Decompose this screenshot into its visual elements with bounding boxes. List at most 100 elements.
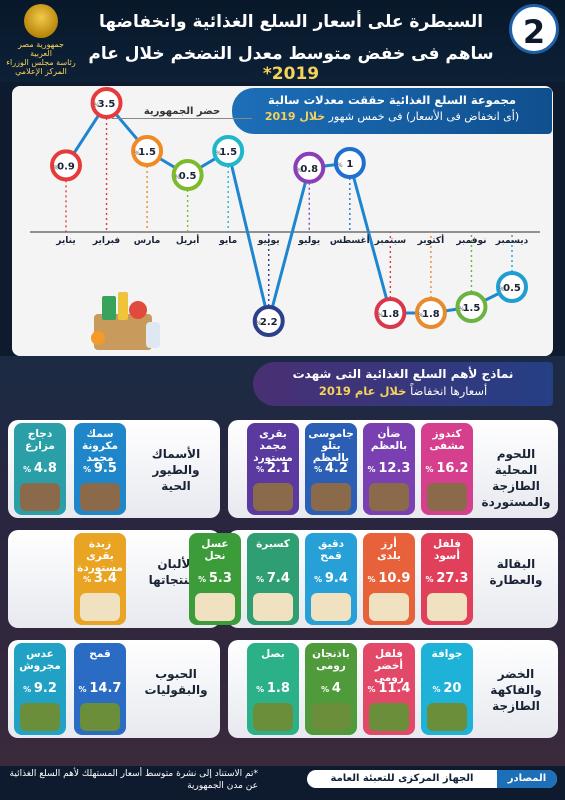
- commodity-name: أرز بلدى: [377, 538, 401, 562]
- price-decline-value: 3.4 %: [83, 571, 117, 586]
- price-decline-value: 4.2 %: [314, 461, 348, 476]
- commodity-name: كندوز مشفى: [429, 428, 465, 452]
- header: 2 جمهورية مصر العربية رئاسة مجلس الوزراء…: [0, 0, 565, 84]
- category-label-line: الألبان: [157, 557, 195, 571]
- source-bar: المصادر الجهاز المركزى للتعبئة العامة وا…: [307, 770, 557, 788]
- commodity-photo-icon: [427, 593, 467, 621]
- data-point-marker: [414, 297, 447, 329]
- commodity-name: قمح: [89, 648, 111, 660]
- commodity-photo-icon: [195, 593, 235, 621]
- page-title-line-2: ساهم فى خفض متوسط معدل التضخم خلال عام 2…: [81, 44, 501, 84]
- price-decline-value: 9.4 %: [314, 571, 348, 586]
- data-point-marker: [90, 87, 123, 119]
- percent-sign: %: [321, 685, 332, 694]
- logo-line-1: جمهورية مصر العربية: [18, 40, 64, 58]
- data-point-marker: [293, 151, 326, 184]
- percent-sign: %: [256, 685, 267, 694]
- lower-banner: نماذج لأهم السلع الغذائية التى شهدت أسعا…: [253, 362, 553, 406]
- data-point-marker: [131, 135, 164, 167]
- logo-line-3: المركز الإعلامي: [15, 67, 67, 76]
- category-label-line: الطازجة: [492, 699, 540, 713]
- percent-sign: %: [425, 465, 437, 474]
- percent-sign: %: [78, 685, 90, 694]
- data-value-label: 1: [346, 159, 353, 170]
- commodity-card: باذنجان رومى 4 %: [305, 643, 357, 735]
- commodity-name: سمك مكرونة مجمد: [82, 428, 118, 464]
- month-tick-label: يونيو: [257, 236, 280, 246]
- month-tick-label: مارس: [134, 236, 161, 246]
- commodity-photo-icon: [253, 483, 293, 511]
- commodity-photo-icon: [311, 703, 351, 731]
- chart-banner: مجموعة السلع الغذائية حققت معدلات سالبة …: [232, 88, 552, 134]
- category-label-left: الحبوب والبقوليات: [136, 666, 216, 698]
- data-value-label: 0.5: [503, 283, 521, 294]
- title-year: 2019*: [262, 64, 320, 84]
- footnote: *تم الاستناد إلى نشرة متوسط أسعار المسته…: [9, 769, 258, 791]
- chart-banner-line-2: (أى انخفاض فى الأسعار) فى خمس شهور خلال …: [232, 110, 552, 123]
- price-decline-value: 2.1 %: [256, 461, 290, 476]
- month-tick-label: يوليو: [297, 236, 320, 246]
- lower-banner-line-2: أسعارها انخفاضاً خلال عام 2019: [253, 384, 553, 398]
- commodity-name: كسبرة: [256, 538, 290, 550]
- commodity-card: فلفل أسود 27.3 %: [421, 533, 473, 625]
- percent-sign: %: [175, 174, 181, 181]
- percent-sign: %: [23, 465, 34, 474]
- data-value-label: 0.9: [57, 161, 75, 172]
- commodity-photo-icon: [20, 703, 60, 731]
- category-label-line: والعطارة: [489, 573, 543, 587]
- data-point-marker: [374, 297, 407, 329]
- commodity-name: بقرى مجمد مستورد: [253, 428, 293, 464]
- percent-sign: %: [337, 162, 343, 169]
- percent-sign: %: [53, 164, 59, 171]
- price-decline-value: 5.3 %: [198, 571, 232, 586]
- chart-banner-line-2b: خلال 2019: [264, 110, 326, 123]
- page-title-line-1: السيطرة على أسعار السلع الغذائية وانخفاض…: [98, 12, 484, 32]
- price-decline-value: 11.4 %: [367, 681, 411, 696]
- commodity-photo-icon: [311, 593, 351, 621]
- percent-sign: %: [314, 575, 325, 584]
- commodity-photo-icon: [253, 593, 293, 621]
- category-label-left: الأسماك والطيور الحية: [136, 446, 216, 494]
- price-decline-value: 10.9 %: [367, 571, 411, 586]
- category-label-line: اللحوم المحلية: [494, 447, 538, 477]
- commodity-name: باذنجان رومى: [312, 648, 350, 672]
- price-decline-value: 7.4 %: [256, 571, 290, 586]
- commodity-photo-icon: [253, 703, 293, 731]
- commodity-photo-icon: [80, 593, 120, 621]
- month-tick-label: أبريل: [176, 234, 199, 246]
- category-label-line: الطازجة: [492, 479, 540, 493]
- data-value-label: 1.5: [463, 303, 481, 314]
- percent-sign: %: [418, 312, 424, 319]
- category-label-line: الحبوب: [155, 667, 197, 681]
- percent-sign: %: [215, 150, 221, 157]
- category-label-line: الخضر: [497, 667, 535, 681]
- eagle-emblem-icon: [24, 4, 58, 38]
- commodity-name: عسل نحل: [201, 538, 229, 562]
- commodity-photo-icon: [20, 483, 60, 511]
- category-label-right: البقالة والعطارة: [479, 556, 553, 588]
- price-decline-value: 20 %: [432, 681, 462, 696]
- month-tick-label: نوفمبر: [455, 236, 486, 246]
- commodity-name: فلفل أخضر رومى: [374, 648, 404, 684]
- commodity-name: دجاج مزارع: [25, 428, 55, 452]
- data-value-label: 2.2: [260, 317, 278, 328]
- month-tick-label: فبراير: [92, 236, 120, 246]
- lower-banner-line-1: نماذج لأهم السلع الغذائية التى شهدت: [292, 367, 514, 381]
- source-text: الجهاز المركزى للتعبئة العامة والإحصاء: [330, 773, 474, 784]
- data-value-label: 1.8: [382, 309, 400, 320]
- category-label-line: والمستوردة: [481, 495, 551, 509]
- price-decline-value: 9.5 %: [83, 461, 117, 476]
- data-point-marker: [171, 159, 204, 191]
- data-point-marker: [333, 147, 366, 179]
- price-decline-value: 16.2 %: [425, 461, 469, 476]
- category-label-line: الحية: [161, 479, 191, 493]
- commodity-card: بصل 1.8 %: [247, 643, 299, 735]
- source-label: المصادر: [497, 770, 557, 788]
- grocery-basket-icon: [91, 292, 160, 350]
- data-point-marker: [50, 149, 82, 182]
- month-tick-label: أكتوبر: [417, 234, 445, 246]
- commodity-photo-icon: [427, 483, 467, 511]
- category-label-line: الأسماك: [151, 447, 201, 461]
- percent-sign: %: [367, 575, 379, 584]
- percent-sign: %: [367, 685, 379, 694]
